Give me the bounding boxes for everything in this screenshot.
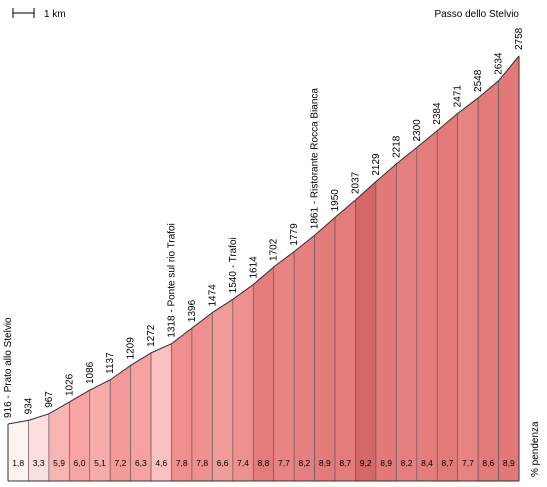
grade-label: 8,4 — [421, 458, 433, 468]
profile-segment — [314, 216, 336, 482]
profile-segment — [191, 311, 213, 482]
profile-segment — [457, 97, 479, 482]
elevation-label: 1950 — [330, 189, 341, 212]
profile-segment — [477, 80, 499, 482]
elevation-label: 934 — [23, 397, 34, 414]
elevation-label: 2758 — [514, 27, 525, 50]
elevation-label: 967 — [44, 391, 55, 408]
scale-bar-label: 1 km — [44, 9, 66, 20]
elevation-label: 2548 — [473, 69, 484, 92]
elevation-label: 1209 — [126, 337, 137, 360]
profile-segment — [273, 250, 295, 482]
elevation-label: 1861 - Ristorante Rocca Bianca — [310, 88, 321, 230]
grade-label: 7,4 — [237, 458, 249, 468]
elevation-label: 2037 — [350, 171, 361, 194]
profile-segment — [416, 130, 438, 482]
grade-label: 7,7 — [462, 458, 474, 468]
grade-label: 8,7 — [442, 458, 454, 468]
elevation-label: 1396 — [187, 299, 198, 322]
elevation-label: 1137 — [105, 352, 116, 374]
elevation-label: 1272 — [146, 324, 157, 347]
grade-label: 6,0 — [74, 458, 86, 468]
scale-bar: 1 km — [12, 8, 66, 20]
grade-label: 7,7 — [278, 458, 290, 468]
grade-label: 9,2 — [360, 458, 372, 468]
elevation-label: 2471 — [453, 85, 464, 108]
grade-label: 7,8 — [196, 458, 208, 468]
grade-label: 8,2 — [401, 458, 413, 468]
grade-label: 7,2 — [115, 458, 127, 468]
grade-label: 6,6 — [217, 458, 229, 468]
grade-label: 8,7 — [339, 458, 351, 468]
grade-label: 8,8 — [258, 458, 270, 468]
profile-segment — [48, 401, 70, 482]
elevation-label: 2300 — [412, 119, 423, 142]
chart-title: Passo dello Stelvio — [435, 9, 520, 20]
grade-label: 8,6 — [482, 458, 494, 468]
grade-label: 6,3 — [135, 458, 147, 468]
profile-segment — [7, 420, 29, 482]
elevation-label: 2384 — [432, 102, 443, 125]
profile-segment — [212, 298, 234, 482]
grade-axis-label: % pendenza — [530, 421, 541, 477]
grade-label: 8,2 — [298, 458, 310, 468]
grade-label: 8,9 — [503, 458, 515, 468]
elevation-label: 1026 — [64, 373, 75, 396]
profile-segment — [232, 283, 254, 482]
grade-label: 5,9 — [53, 458, 65, 468]
elevation-label: 1614 — [248, 256, 259, 279]
profile-segment — [334, 199, 356, 482]
elevation-label: 916 - Prato allo Stelvio — [3, 317, 14, 418]
grade-label: 4,6 — [155, 458, 167, 468]
profile-segment — [28, 413, 50, 482]
profile-segment — [396, 146, 418, 482]
grade-label: 8,9 — [319, 458, 331, 468]
grade-label: 3,3 — [33, 458, 45, 468]
grade-label: 8,9 — [380, 458, 392, 468]
elevation-label: 1086 — [85, 361, 96, 384]
profile-segment — [355, 180, 377, 482]
elevation-label: 1474 — [207, 284, 218, 307]
grade-label: 1,8 — [12, 458, 24, 468]
profile-segment — [293, 234, 315, 482]
elevation-label: 2218 — [391, 135, 402, 158]
elevation-label: 2634 — [494, 52, 505, 75]
profile-segment — [436, 112, 458, 482]
grade-label: 7,8 — [176, 458, 188, 468]
grade-label: 5,1 — [94, 458, 106, 468]
elevation-label: 1318 - Ponte sul rio Trafoi — [167, 223, 178, 338]
elevation-label: 1540 - Trafoi — [228, 237, 239, 293]
elevation-label: 2129 — [371, 153, 382, 176]
profile-segment — [252, 266, 275, 482]
elevation-label: 1779 — [289, 223, 300, 246]
elevation-label: 1702 — [269, 238, 280, 261]
profile-outline — [7, 55, 520, 425]
profile-segment — [498, 55, 520, 482]
profile-segment — [375, 163, 397, 482]
